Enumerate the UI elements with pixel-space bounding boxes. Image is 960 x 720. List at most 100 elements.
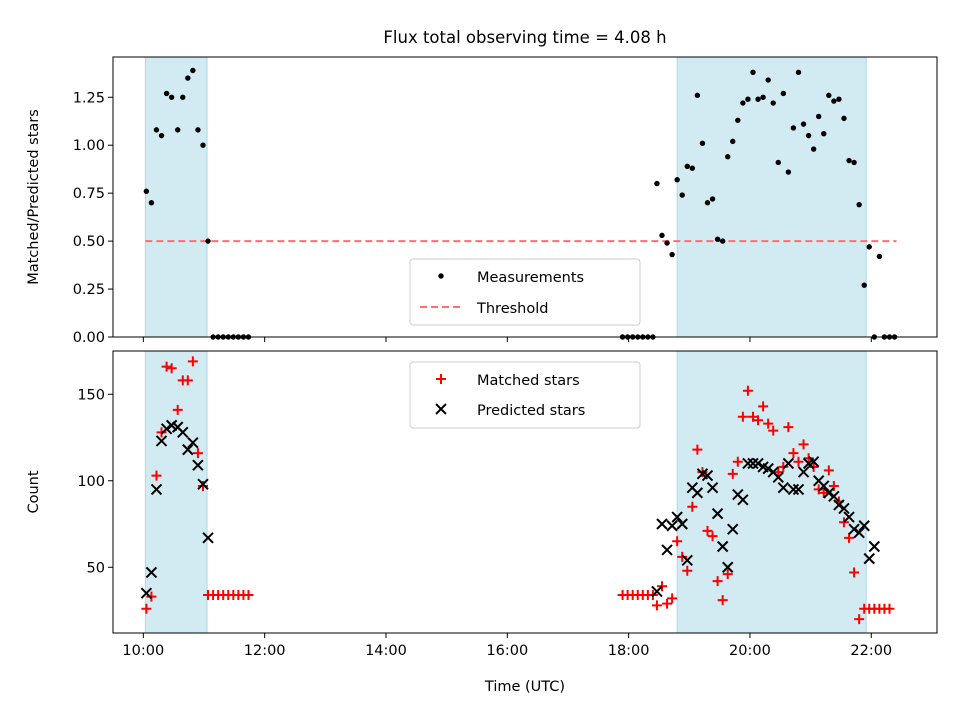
predicted-marker (676, 518, 688, 530)
measurement-point (669, 251, 675, 258)
measurement-point (851, 159, 857, 166)
matched-marker (151, 470, 162, 481)
matched-marker (838, 517, 849, 528)
predicted-marker (848, 523, 860, 535)
measurement-point (836, 96, 842, 102)
y-axis-label: Count (26, 470, 42, 513)
measurement-point (699, 140, 706, 147)
predicted-marker (787, 483, 800, 496)
matched-marker (793, 456, 804, 467)
matched-marker (849, 567, 860, 578)
measurement-point (805, 132, 812, 139)
predicted-marker (853, 526, 865, 539)
measurement-point (704, 200, 711, 206)
matched-marker (854, 614, 865, 625)
measurement-point (856, 201, 862, 208)
measurement-point (659, 232, 665, 239)
measurement-point (664, 240, 670, 246)
predicted-marker (807, 456, 820, 468)
matched-marker (722, 569, 733, 580)
matched-marker (742, 385, 753, 396)
measurement-point (755, 96, 761, 102)
x-tick-label: 10:00 (122, 643, 164, 659)
predicted-marker (742, 457, 754, 470)
matched-marker (823, 465, 834, 476)
predicted-marker (671, 511, 683, 523)
predicted-marker (202, 532, 214, 544)
matched-marker (773, 467, 784, 478)
predicted-marker (833, 499, 845, 511)
predicted-marker (140, 587, 153, 599)
matched-marker (717, 595, 728, 606)
predicted-marker (868, 540, 881, 553)
y-tick-label: 150 (77, 387, 105, 403)
predicted-marker (187, 436, 199, 449)
predicted-marker (782, 457, 795, 470)
measurement-point (714, 236, 721, 242)
chart-title: Flux total observing time = 4.08 h (383, 28, 666, 47)
matched-marker (727, 468, 738, 479)
predicted-marker (792, 483, 805, 496)
predicted-marker (772, 471, 784, 484)
measurement-point (765, 77, 771, 83)
predicted-marker (777, 481, 790, 494)
matched-marker (197, 480, 208, 491)
predicted-marker (160, 423, 173, 435)
matched-marker (783, 422, 794, 433)
predicted-marker (182, 443, 194, 456)
matched-marker (692, 444, 703, 455)
measurement-point (785, 169, 792, 175)
predicted-marker (722, 561, 734, 573)
predicted-marker (838, 502, 850, 515)
measurement-point (831, 98, 837, 104)
predicted-marker (727, 523, 739, 535)
matched-marker (182, 375, 193, 386)
measurement-point (826, 92, 832, 99)
measurement-point (750, 69, 756, 76)
matched-marker (656, 581, 667, 592)
matched-marker (712, 576, 723, 587)
predicted-marker (701, 469, 714, 482)
predicted-marker (197, 478, 209, 490)
matched-marker (166, 363, 177, 374)
measurement-point (175, 127, 181, 133)
predicted-marker (150, 483, 163, 496)
measurement-point (821, 131, 827, 137)
matched-marker (187, 356, 198, 367)
predicted-marker (145, 566, 158, 579)
matched-marker (697, 467, 708, 478)
matched-marker (172, 404, 183, 415)
predicted-marker (666, 520, 678, 532)
legend-label: Measurements (477, 270, 584, 286)
counts-panel: 50 100 150 10:00 12:00 14:00 16:00 18:00 20:00 22… (26, 350, 938, 695)
predicted-marker (823, 487, 835, 499)
predicted-marker (797, 466, 810, 478)
measurement-point (725, 154, 731, 160)
measurement-point (745, 96, 751, 102)
predicted-marker (651, 585, 663, 598)
measurement-point (163, 90, 170, 97)
matched-marker (707, 531, 718, 542)
matched-marker (844, 532, 855, 543)
measurement-point (866, 244, 872, 250)
measurement-point (143, 188, 150, 194)
matched-marker (702, 525, 713, 536)
measurement-point (735, 117, 741, 123)
predicted-marker (818, 480, 830, 492)
predicted-marker (435, 403, 447, 415)
predicted-marker (828, 490, 840, 503)
measurement-point (185, 75, 191, 81)
legend-marker-dot (438, 273, 444, 279)
y-tick-label: 100 (77, 474, 105, 490)
matched-marker (732, 456, 743, 467)
y-tick-label: 1.00 (73, 138, 105, 154)
measurement-point (780, 90, 787, 97)
predicted-marker (752, 457, 764, 470)
y-tick-label: 0.50 (73, 234, 105, 250)
measurement-point (180, 94, 186, 100)
legend-counts: Matched stars Predicted stars (409, 361, 641, 429)
predicted-marker (716, 540, 729, 553)
measurement-point (816, 113, 822, 120)
predicted-marker (706, 481, 719, 494)
